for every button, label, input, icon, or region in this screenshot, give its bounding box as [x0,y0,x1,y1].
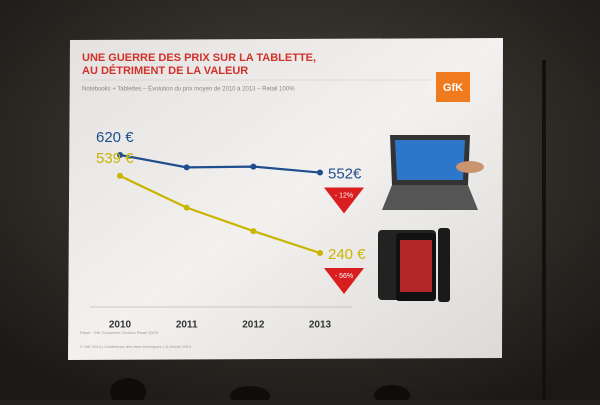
title-line: AU DÉTRIMENT DE LA VALEUR [82,64,248,77]
tablet-image [378,228,450,302]
change-label: - 56% [335,273,353,280]
logo: GfK [443,82,463,94]
value-label: 240 € [328,246,366,263]
point [317,169,323,176]
logo-box [436,72,470,102]
point [183,204,190,211]
point [117,152,123,158]
source: Panel : GfK Consumer Choices Panel 100% [80,330,159,335]
title-line: UNE GUERRE DES PRIX SUR LA TABLETTE, [82,52,316,64]
value-label: 620 € [96,129,134,146]
x-tick-label: 2010 [109,320,132,331]
x-tick-label: 2013 [309,320,332,331]
value-label: 539 € [96,150,134,167]
x-tick-label: 2012 [242,320,265,331]
point [183,164,190,171]
series-line [119,174,321,255]
subtitle: Notebooks + Tablettes – Évolution du pri… [82,86,295,93]
series-line [119,153,321,174]
point [250,228,257,235]
value-label: 552€ [328,166,362,183]
change-label: - 12% [335,192,353,199]
x-tick-label: 2011 [176,320,198,331]
frame-edge [542,60,546,400]
point [117,172,123,179]
change-marker [324,187,364,214]
laptop-image [382,135,484,210]
point [317,250,323,256]
footer: © GfK 2014 | Conférence des tiers techni… [80,344,192,349]
change-marker [324,268,364,294]
point [250,163,257,170]
